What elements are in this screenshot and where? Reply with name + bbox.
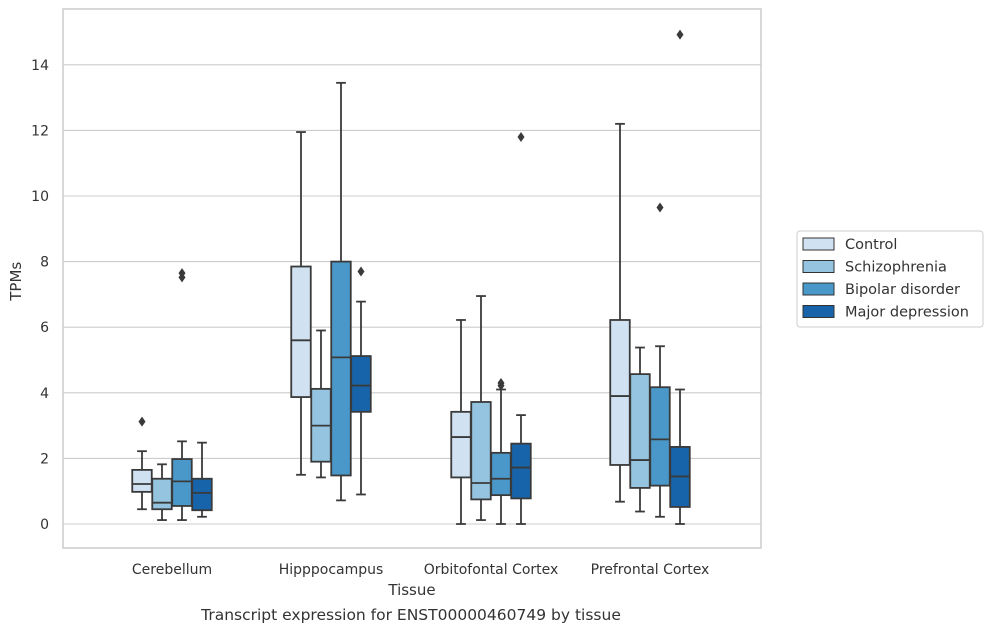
y-tick-label: 6 [40, 320, 49, 336]
box-iqr [470, 401, 492, 501]
legend-label: Major depression [845, 305, 969, 321]
box-schizophrenia [470, 295, 492, 521]
box-iqr [649, 386, 671, 487]
box-iqr [290, 265, 312, 398]
box-major-depression [669, 29, 691, 525]
legend-label: Schizophrenia [845, 260, 947, 276]
outlier-point [178, 268, 186, 279]
box-iqr [151, 477, 173, 511]
box-major-depression [191, 441, 213, 518]
box-control [131, 416, 153, 511]
box-iqr [450, 410, 472, 479]
legend-label: Bipolar disorder [845, 282, 960, 298]
y-tick-label: 8 [40, 255, 49, 271]
box-iqr [510, 442, 532, 500]
outlier-point [497, 377, 505, 388]
box-schizophrenia [310, 329, 332, 479]
box-major-depression [350, 266, 372, 496]
box-bipolar-disorder [490, 377, 512, 525]
box-bipolar-disorder [649, 202, 671, 518]
box-control [450, 319, 472, 525]
outlier-point [676, 29, 684, 40]
plot-frame [62, 8, 762, 549]
outlier-point [656, 202, 664, 213]
box-bipolar-disorder [171, 268, 193, 521]
box-iqr [629, 373, 651, 489]
y-tick-label: 4 [40, 386, 49, 402]
box-schizophrenia [629, 346, 651, 513]
legend-label: Control [845, 237, 897, 253]
figure-caption: Transcript expression for ENST0000046074… [201, 606, 621, 624]
outlier-point [517, 131, 525, 142]
box-iqr [131, 468, 153, 493]
y-tick-labels: 0 2 4 6 8 10 12 14 [31, 58, 49, 533]
x-tick-label: Orbitofontal Cortex [424, 562, 559, 578]
outlier-point [138, 416, 146, 427]
box-iqr [609, 319, 631, 466]
box-major-depression [510, 131, 532, 525]
y-tick-label: 12 [31, 123, 49, 139]
box-iqr [330, 260, 352, 477]
outlier-point [357, 266, 365, 277]
box-iqr [171, 458, 193, 507]
legend-frame [796, 230, 984, 328]
x-tick-label: Cerebellum [132, 562, 212, 578]
box-iqr [490, 451, 512, 497]
x-tick-label: Prefrontal Cortex [591, 562, 710, 578]
boxes-layer [131, 29, 691, 525]
box-iqr [191, 477, 213, 512]
legend-swatch [802, 237, 835, 251]
legend-swatch [802, 260, 835, 273]
box-control [609, 122, 631, 503]
y-tick-label: 0 [40, 517, 49, 533]
y-tick-label: 2 [40, 451, 49, 467]
box-bipolar-disorder [330, 81, 352, 502]
y-tick-label: 10 [31, 189, 49, 205]
box-iqr [350, 355, 372, 413]
legend-swatch [802, 305, 835, 318]
x-tick-labels: Cerebellum Hipppocampus Orbitofontal Corte… [132, 562, 709, 578]
box-schizophrenia [151, 463, 173, 521]
y-tick-label: 14 [31, 58, 49, 74]
legend-swatch [802, 282, 835, 296]
legend: Control Schizophrenia Bipolar disorder Majo… [796, 230, 984, 328]
x-tick-label: Hipppocampus [279, 562, 384, 578]
box-control [290, 131, 312, 476]
x-axis-label: Tissue [387, 581, 435, 599]
y-axis-label: TPMs [7, 262, 25, 302]
